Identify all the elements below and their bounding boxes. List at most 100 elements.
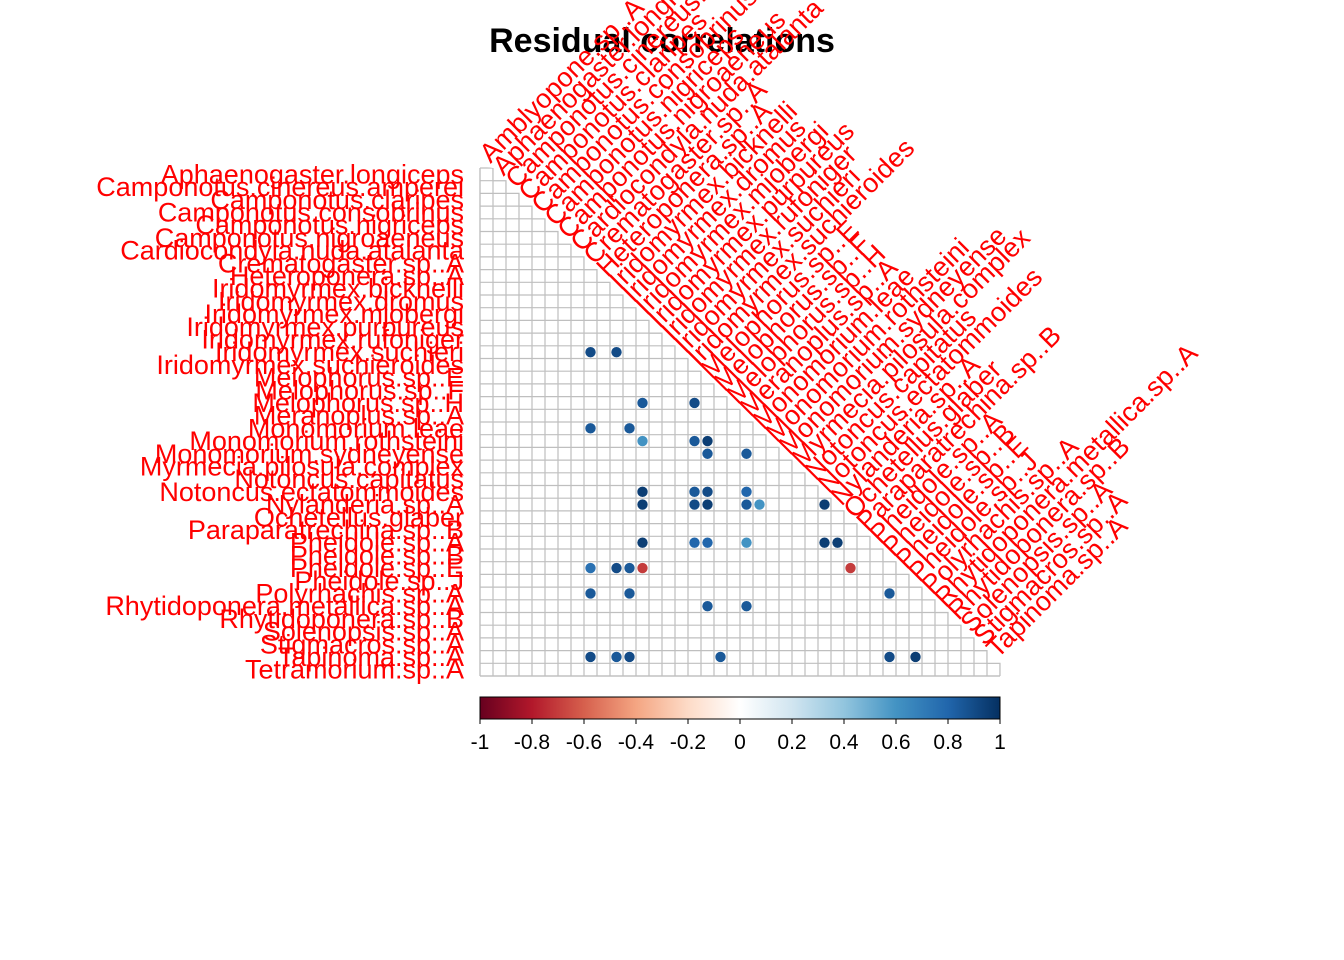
- correlation-dot: [884, 651, 895, 663]
- correlation-dot: [637, 499, 648, 510]
- row-label: Iridomyrmex.suchieri: [215, 337, 464, 367]
- row-label: Melophorus.sp..F: [255, 375, 464, 405]
- row-label: Camponotus.claripes: [210, 185, 464, 215]
- row-label: Pheidole.sp..E: [290, 553, 464, 583]
- row-label: Melophorus.sp..H: [252, 388, 464, 418]
- row-label: Aphaenogaster.longiceps: [161, 159, 464, 189]
- row-label: Pheidole.sp..A: [290, 528, 464, 558]
- correlation-dot: [702, 499, 713, 510]
- correlation-dot: [611, 346, 622, 358]
- correlation-dot: [702, 537, 713, 548]
- colorbar: -1 -0.8 -0.6 -0.4 -0.2 0 0.2 0.4 0.6 0.8 1: [471, 696, 1006, 754]
- row-label: Notoncus.ectatommoides: [159, 477, 464, 507]
- row-label: Iridomyrmex.mjobergi: [204, 299, 464, 329]
- correlation-dot: [624, 651, 635, 663]
- correlation-dot: [910, 651, 921, 663]
- correlation-dot: [702, 435, 713, 447]
- colorbar-gradient: [479, 696, 1001, 720]
- row-label: Monomorium.rothsteini: [189, 426, 464, 456]
- colorbar-tick-label: -0.2: [670, 731, 706, 754]
- row-label: Myrmecia.pilosula.complex: [140, 451, 465, 481]
- correlation-dot: [689, 486, 700, 498]
- colorbar-tick-label: -1: [471, 731, 490, 754]
- row-label: Cardiocondyla.nuda.atalanta: [120, 236, 465, 266]
- correlation-dot: [741, 486, 752, 498]
- row-label: Notoncus.capitatus: [234, 464, 464, 494]
- triangle-edge: [492, 168, 1001, 676]
- row-label: Camponotus.nigroaeneus: [155, 223, 464, 253]
- row-label: Melophorus.sp..E: [254, 363, 464, 393]
- correlation-dot: [754, 499, 765, 510]
- correlation-dot: [585, 651, 596, 663]
- correlation-dot: [845, 562, 856, 574]
- correlation-dot: [585, 588, 596, 599]
- row-label: Monomorium.sydneyense: [155, 439, 464, 469]
- colorbar-tick-label: 0.8: [933, 731, 962, 754]
- colorbar-tick-label: -0.8: [514, 731, 550, 754]
- correlation-dot: [624, 562, 635, 574]
- colorbar-tick-label: 0: [734, 731, 746, 754]
- row-label: Crematogaster.sp..A: [218, 248, 464, 278]
- correlation-dot: [624, 588, 635, 599]
- correlation-dot: [702, 486, 713, 498]
- correlation-dot: [637, 537, 648, 548]
- row-label: Iridomyrmex.rufoniger: [201, 324, 464, 354]
- colorbar-tick-label: 1: [994, 731, 1006, 754]
- colorbar-tick-label: 0.2: [777, 731, 806, 754]
- row-labels: Aphaenogaster.longicepsCamponotus.cinere…: [96, 159, 465, 684]
- column-labels: Amblyopone.sp..AAphaenogaster.longicepsC…: [474, 0, 1204, 664]
- row-label: Solenopsis.sp..A: [263, 617, 464, 647]
- correlation-dot: [611, 562, 622, 574]
- upper-triangle-mask: [479, 166, 1002, 677]
- row-label: Camponotus.consobrinus: [158, 197, 464, 227]
- correlation-dot: [611, 651, 622, 663]
- correlation-dot: [585, 562, 596, 574]
- correlation-dot: [689, 537, 700, 548]
- row-label: Camponotus.cinereus.amperei: [96, 172, 464, 202]
- correlation-dot: [715, 651, 726, 663]
- correlation-dot: [637, 486, 648, 498]
- row-label: Tetramorium.sp..A: [245, 655, 464, 685]
- correlation-dot: [637, 397, 648, 409]
- correlation-dot: [585, 346, 596, 358]
- correlation-dot: [884, 588, 895, 599]
- correlation-dot: [689, 435, 700, 447]
- row-label: Tapinoma.sp..A: [278, 642, 464, 672]
- row-label: Rhytidoponera.metallica.sp..A: [105, 591, 464, 621]
- row-label: Monomorium.leae: [248, 413, 464, 443]
- row-label: Iridomyrmex.bicknelli: [212, 274, 464, 304]
- correlation-dot: [819, 537, 830, 548]
- correlation-dot: [832, 537, 843, 548]
- correlation-dot: [689, 499, 700, 510]
- colorbar-tick-label: 0.4: [829, 731, 859, 754]
- correlation-dot: [637, 562, 648, 574]
- row-label: Meranoplus.sp..A: [254, 401, 464, 431]
- row-label: Ochetellus.glaber: [254, 502, 464, 532]
- correlation-dot: [702, 600, 713, 612]
- colorbar-tick-label: -0.6: [566, 731, 602, 754]
- row-label: Iridomyrmex.purpureus: [186, 312, 464, 342]
- chart-title: Residual correlations: [489, 22, 835, 60]
- row-label: Polyrhachis.sp..A: [255, 578, 464, 608]
- row-label: Nylanderia.sp..A: [266, 490, 464, 520]
- correlation-dot: [819, 499, 830, 510]
- row-label: Iridomyrmex.dromus: [218, 286, 464, 316]
- row-label: Stigmacros.sp..A: [260, 629, 464, 659]
- row-label: Paraparatrechina.sp..B: [188, 515, 464, 545]
- correlation-dot: [585, 423, 596, 434]
- colorbar-tick-label: 0.6: [881, 731, 910, 754]
- correlation-dot: [702, 448, 713, 459]
- correlation-dot: [741, 448, 752, 459]
- row-label: Camponotus.nigriceps: [195, 210, 464, 240]
- correlation-marks: [585, 346, 921, 663]
- row-label: Rhytidoponera.sp..B: [219, 604, 464, 634]
- correlation-dot: [741, 537, 752, 548]
- row-label: Iridomyrmex.suchieroides: [156, 350, 464, 380]
- correlation-dot: [741, 600, 752, 612]
- row-label: Pheidole.sp..J: [294, 566, 464, 596]
- correlation-dot: [741, 499, 752, 510]
- correlation-dot: [637, 435, 648, 447]
- row-label: Heteroponera.sp..A: [230, 261, 464, 291]
